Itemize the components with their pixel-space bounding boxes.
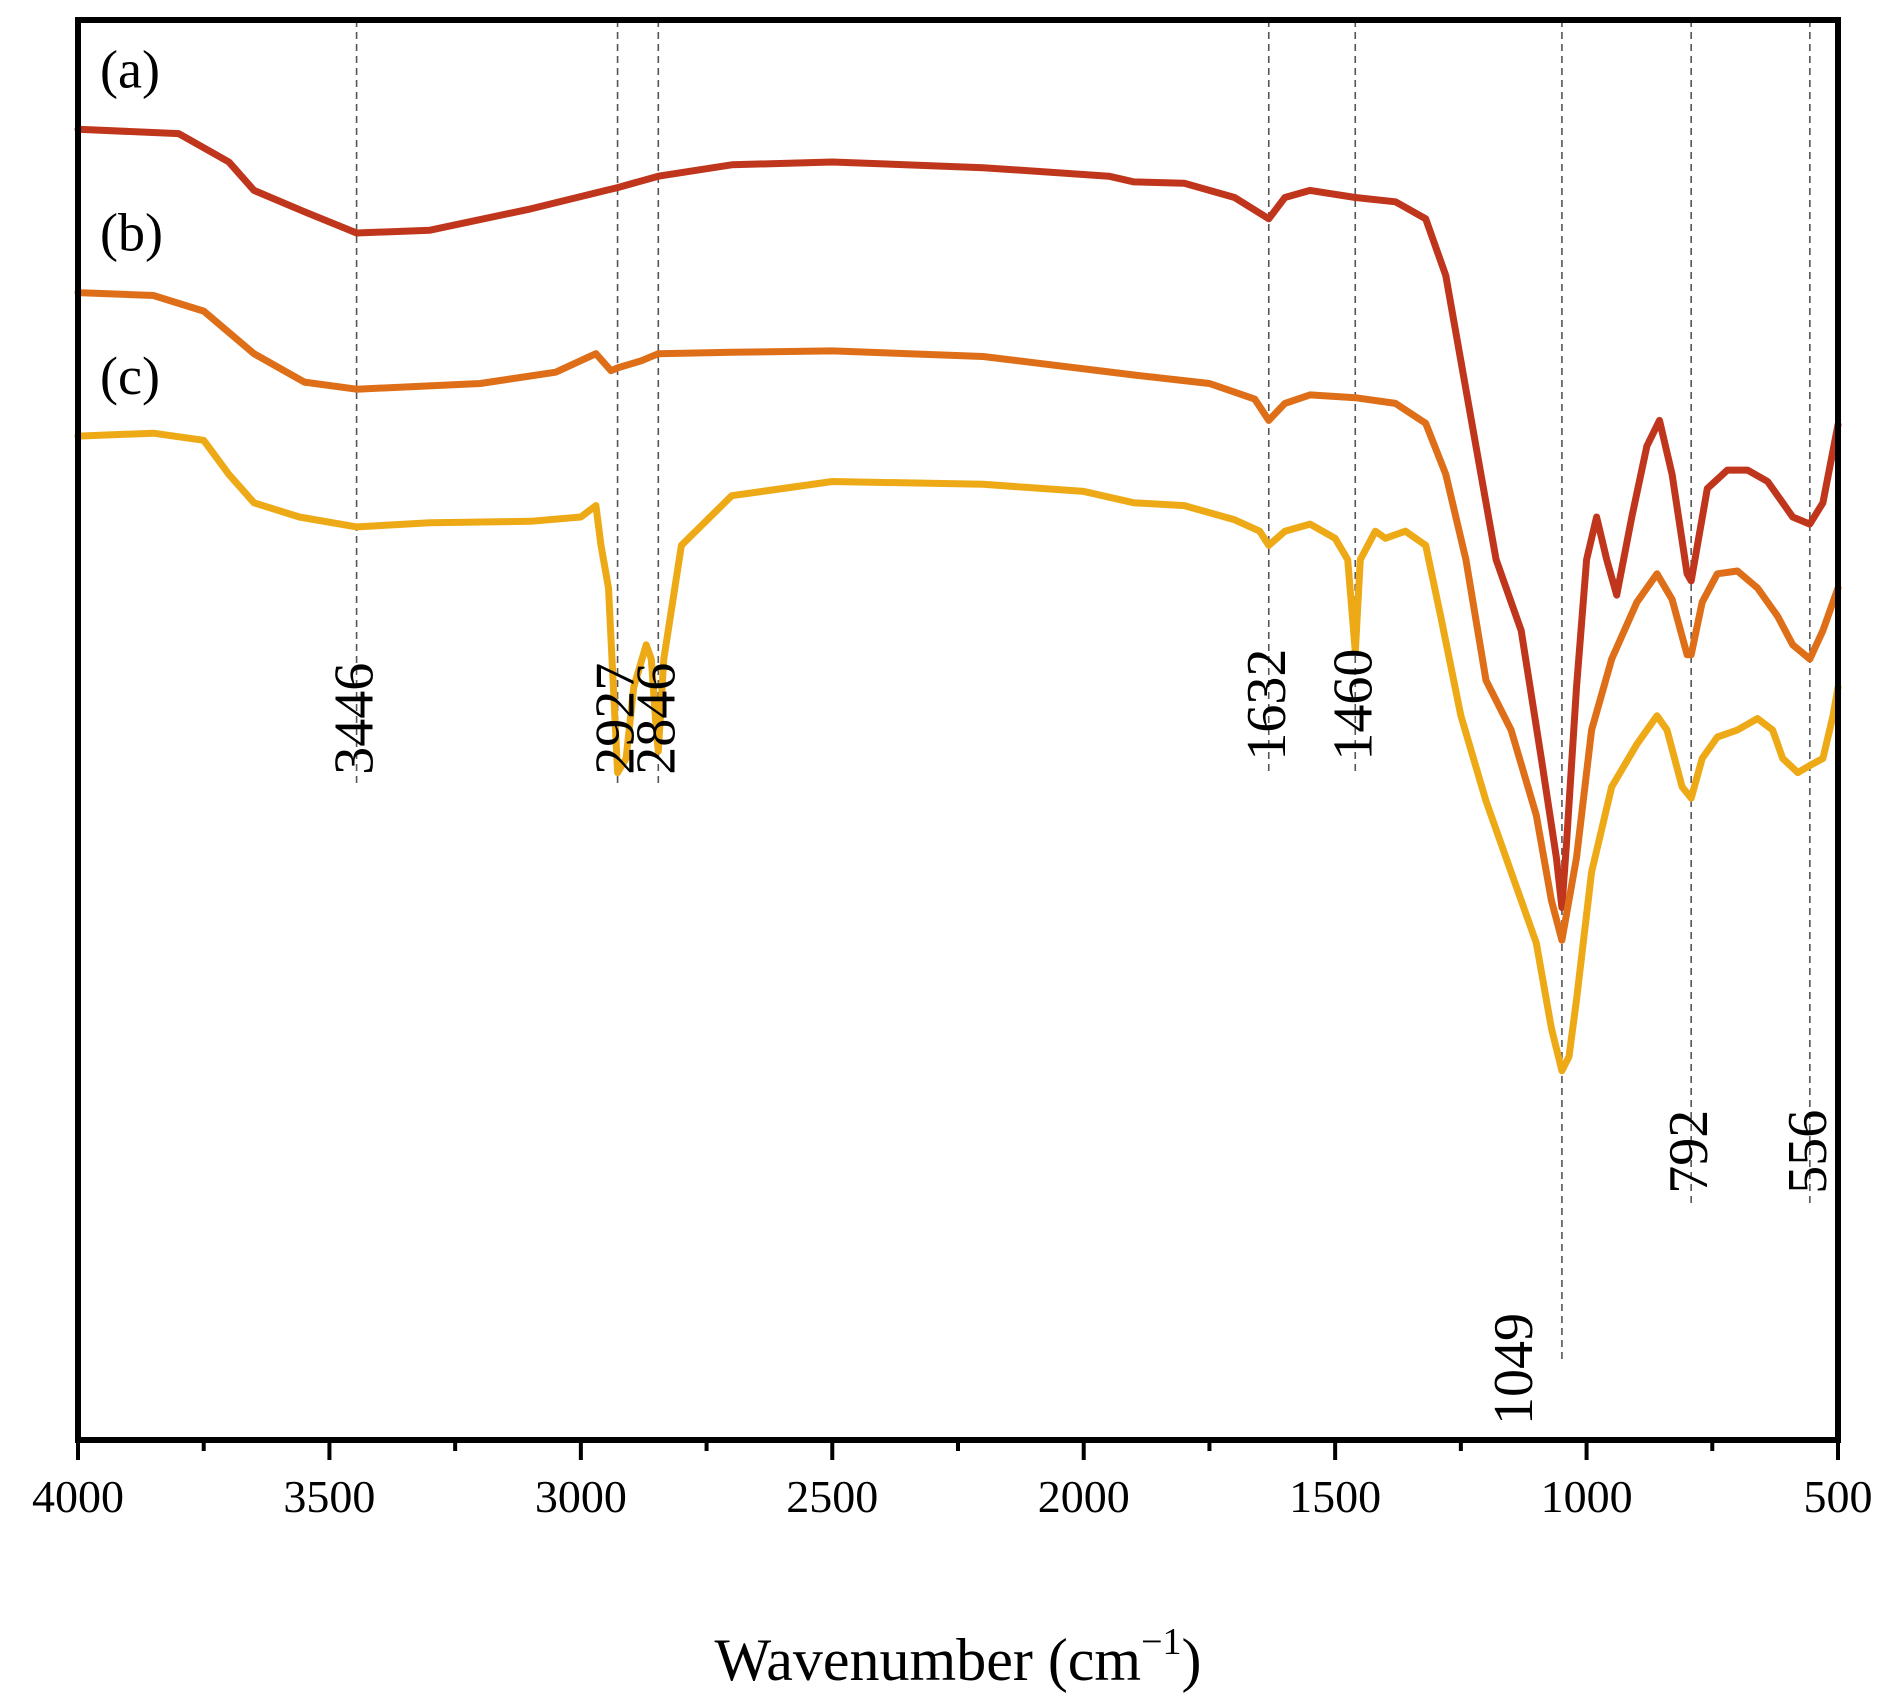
series-label-c: (c) xyxy=(100,346,160,406)
peak-reference-lines xyxy=(355,20,1811,1362)
x-tick-label: 2000 xyxy=(1038,1471,1130,1522)
x-tick-label: 500 xyxy=(1804,1471,1873,1522)
x-tick-label: 1500 xyxy=(1289,1471,1381,1522)
x-tick-label: 4000 xyxy=(32,1471,124,1522)
x-axis-ticks xyxy=(76,1440,1840,1460)
x-axis-tick-labels: 4000 3500 3000 2500 2000 1500 1000 500 xyxy=(32,1471,1873,1522)
spectra-series xyxy=(74,125,1842,1075)
series-label-a: (a) xyxy=(100,39,160,99)
x-axis-label: Wavenumber (cm−1) xyxy=(714,1621,1201,1693)
peak-label-2846: 2846 xyxy=(625,663,687,775)
peak-label-1049: 1049 xyxy=(1483,1313,1545,1425)
series-line-c xyxy=(74,429,1842,1075)
peak-label-3446: 3446 xyxy=(324,663,386,775)
x-tick-label: 1000 xyxy=(1541,1471,1633,1522)
x-tick-label: 2500 xyxy=(786,1471,878,1522)
series-label-b: (b) xyxy=(100,203,163,263)
series-labels: (a) (b) (c) xyxy=(100,39,163,406)
x-tick-label: 3000 xyxy=(535,1471,627,1522)
series-line-a xyxy=(74,125,1842,911)
series-line-b xyxy=(74,289,1842,944)
peak-label-556: 556 xyxy=(1777,1110,1839,1194)
peak-label-1632: 1632 xyxy=(1236,649,1298,761)
peak-label-2927: 2927 xyxy=(585,663,647,775)
peak-label-1460: 1460 xyxy=(1322,649,1384,761)
x-tick-label: 3500 xyxy=(283,1471,375,1522)
peak-label-792: 792 xyxy=(1658,1110,1720,1194)
